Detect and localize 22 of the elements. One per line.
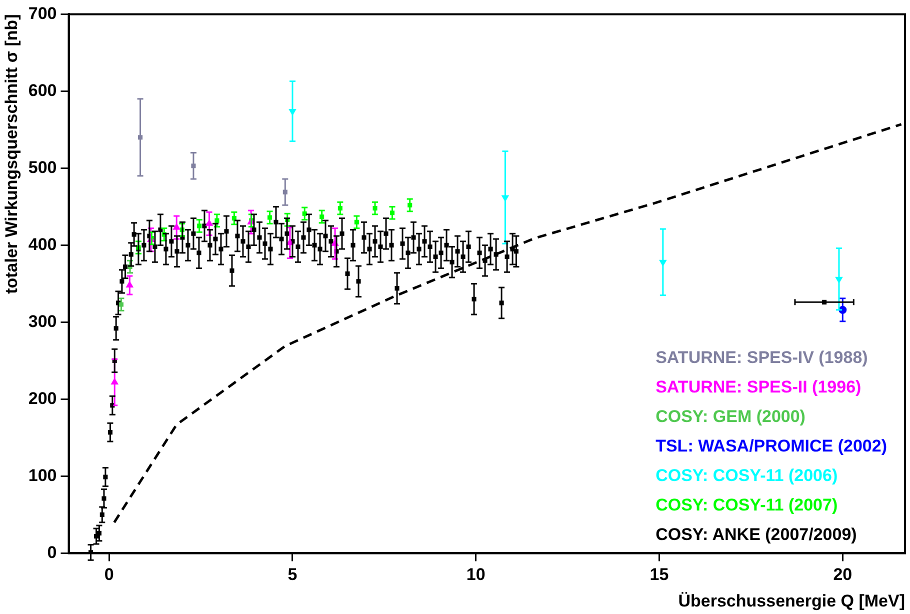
x-tick-label: 0 [104, 565, 114, 584]
text: COSY: COSY-11 (2006) [656, 466, 838, 485]
text: COSY: ANKE (2007/2009) [656, 524, 857, 544]
x-tick-label: 20 [833, 565, 852, 584]
x-tick-label: 5 [288, 565, 298, 584]
text: COSY: GEM (2000) [656, 406, 806, 426]
text: SATURNE: SPES-IV (1988) [656, 348, 868, 367]
y-tick-label: 700 [28, 4, 57, 23]
y-tick-label: 0 [47, 542, 57, 562]
y-axis-title: totaler Wirkungsquerschnitt σ [nb] [2, 14, 21, 294]
y-tick-label: 100 [28, 466, 57, 485]
y-tick-label: 200 [28, 388, 57, 408]
text: TSL: WASA/PROMICE (2002) [656, 436, 888, 456]
x-tick-label: 15 [650, 565, 669, 584]
x-axis-title: Überschussenergie Q [MeV] [678, 591, 905, 610]
y-tick-label: 500 [28, 158, 57, 177]
y-tick-label: 300 [28, 312, 57, 331]
x-tick-label: 10 [466, 565, 486, 584]
text: SATURNE: SPES-II (1996) [656, 377, 862, 396]
text: COSY: COSY-11 (2007) [656, 495, 838, 514]
y-tick-label: 400 [28, 234, 57, 254]
y-tick-label: 600 [28, 80, 57, 100]
